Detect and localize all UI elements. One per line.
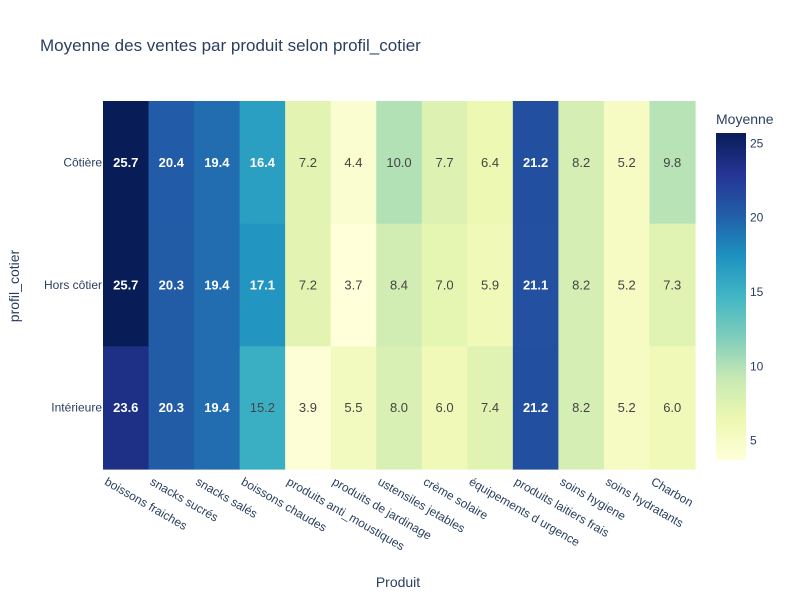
cell-value-label: 20.3 [159,278,184,293]
cell-value-label: 7.2 [299,155,317,170]
cell-value-label: 8.2 [572,400,590,415]
heatmap-cell [148,223,195,347]
heatmap-cell [558,346,605,470]
cell-value-label: 23.6 [113,400,138,415]
cell-value-label: 5.9 [481,278,499,293]
cell-value-label: 15.2 [250,400,275,415]
cell-value-label: 7.3 [663,278,681,293]
heatmap-cell [421,346,468,470]
cell-value-label: 8.0 [390,400,408,415]
heatmap-cell [376,223,423,347]
x-axis-title: Produit [376,574,420,590]
cell-value-label: 8.2 [572,155,590,170]
cell-value-label: 9.8 [663,155,681,170]
cell-value-label: 25.7 [113,155,138,170]
x-tick-label: boissons fraiches [102,474,189,532]
heatmap-cell [330,346,377,470]
heatmap-cell [103,346,150,470]
cell-value-label: 6.4 [481,155,499,170]
heatmap-cell [103,223,150,347]
cell-value-label: 8.4 [390,278,408,293]
cell-value-label: 7.2 [299,278,317,293]
heatmap-cell [194,101,241,225]
colorbar-tick-labels: 5 10 15 20 25 [750,136,764,447]
colorbar-tick-label: 20 [750,211,764,225]
heatmap-cell [512,101,559,225]
cell-value-label: 25.7 [113,278,138,293]
heatmap-cell [421,101,468,225]
heatmap-cell [148,346,195,470]
cell-value-label: 5.2 [618,278,636,293]
cell-value-label: 5.2 [618,155,636,170]
cell-value-label: 21.1 [523,278,548,293]
y-axis-tick-labels: Côtière Hors côtier Intérieure [44,155,102,414]
cell-value-label: 7.7 [436,155,454,170]
x-tick-label: soins hydratants [603,474,686,530]
heatmap-cell [512,346,559,470]
cell-value-label: 6.0 [436,400,454,415]
colorbar [716,133,746,460]
heatmap-cell [285,101,332,225]
cell-value-label: 20.4 [159,155,185,170]
cell-value-label: 16.4 [250,155,276,170]
cell-value-label: 20.3 [159,400,184,415]
colorbar-tick-label: 25 [750,136,764,150]
heatmap-cell [467,223,514,347]
cell-value-label: 21.2 [523,400,548,415]
heatmap-cell [603,346,651,470]
heatmap-cell [194,223,241,347]
cell-value-labels: 25.7 20.4 19.4 16.4 7.2 4.4 10.0 7.7 6.4 21.2 8.2 5… [113,155,681,415]
colorbar-title: Moyenne [716,111,774,127]
cell-value-label: 10.0 [386,155,411,170]
heatmap-cell [603,223,651,347]
heatmap-cell [194,346,241,470]
heatmap-cell [512,223,559,347]
heatmap-cell [558,223,605,347]
heatmap-cell [421,223,468,347]
cell-value-label: 7.0 [436,278,454,293]
cell-value-label: 19.4 [204,400,230,415]
y-axis-title: profil_cotier [6,249,22,322]
heatmap-cells [103,101,696,470]
cell-value-label: 21.2 [523,155,548,170]
cell-value-label: 5.5 [344,400,362,415]
heatmap-cell [649,101,696,225]
cell-value-label: 8.2 [572,278,590,293]
cell-value-label: 6.0 [663,400,681,415]
heatmap-cell [376,346,423,470]
heatmap-cell [103,101,150,225]
y-tick-label: Hors côtier [44,278,102,292]
cell-value-label: 19.4 [204,155,230,170]
heatmap-cell [330,101,377,225]
heatmap-cell [285,346,332,470]
chart-title: Moyenne des ventes par produit selon pro… [40,36,421,55]
colorbar-tick-label: 5 [750,434,757,448]
cell-value-label: 4.4 [344,155,362,170]
heatmap-cell [330,223,377,347]
heatmap-cell [649,346,696,470]
heatmap-cell [649,223,696,347]
heatmap-cell [239,101,286,225]
heatmap-cell [239,223,286,347]
colorbar-tick-label: 10 [750,359,764,373]
heatmap-cell [239,346,286,470]
cell-value-label: 17.1 [250,278,275,293]
heatmap-cell [376,101,423,225]
colorbar-tick-label: 15 [750,285,764,299]
cell-value-label: 5.2 [618,400,636,415]
heatmap-cell [467,101,514,225]
heatmap-cell [603,101,651,225]
cell-value-label: 19.4 [204,278,230,293]
cell-value-label: 3.7 [344,278,362,293]
y-tick-label: Côtière [63,155,102,169]
heatmap-cell [285,223,332,347]
cell-value-label: 3.9 [299,400,317,415]
cell-value-label: 7.4 [481,400,499,415]
y-tick-label: Intérieure [51,401,102,415]
heatmap-cell [148,101,195,225]
heatmap-cell [467,346,514,470]
heatmap-cell [558,101,605,225]
